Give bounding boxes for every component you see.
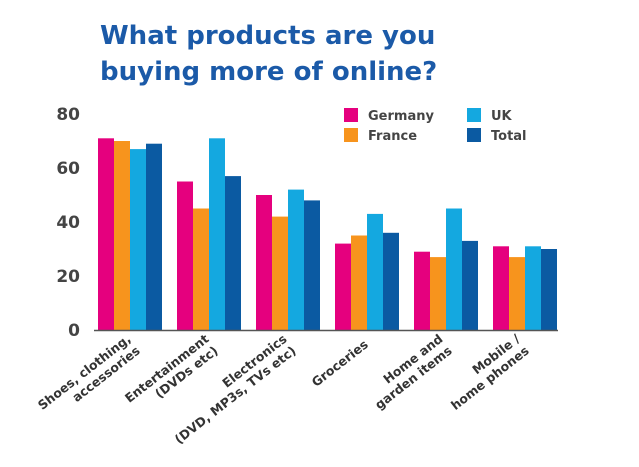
bar-germany-1: [177, 181, 193, 330]
bar-france-5: [509, 257, 525, 330]
bar-germany-3: [335, 243, 351, 330]
y-tick-label: 0: [68, 321, 80, 341]
y-tick-label: 40: [56, 213, 80, 233]
legend-swatch-total: [467, 128, 481, 142]
legend-swatch-germany: [344, 108, 358, 122]
bar-france-1: [193, 208, 209, 330]
legend-swatch-france: [344, 128, 358, 142]
bar-uk-1: [209, 138, 225, 330]
category-label: Mobile /home phones: [439, 331, 532, 413]
chart-title: What products are you buying more of onl…: [100, 18, 520, 90]
bar-total-3: [383, 232, 399, 330]
y-tick-label: 60: [56, 159, 80, 179]
y-tick-label: 80: [56, 105, 80, 125]
bar-uk-3: [367, 213, 383, 330]
bar-total-4: [462, 240, 478, 330]
bar-total-0: [146, 143, 162, 330]
bar-uk-0: [130, 149, 146, 330]
bar-france-2: [272, 216, 288, 330]
chart-title-line-1: What products are you: [100, 21, 436, 51]
bar-uk-5: [525, 246, 541, 330]
bar-total-5: [541, 249, 557, 330]
chart-title-line-2: buying more of online?: [100, 57, 438, 87]
category-label: Groceries: [309, 337, 371, 390]
bar-france-4: [430, 257, 446, 330]
bar-germany-4: [414, 251, 430, 330]
bar-germany-2: [256, 195, 272, 330]
legend-swatch-uk: [467, 108, 481, 122]
legend-label-uk: UK: [491, 109, 513, 124]
category-label: Entertainment(DVDs etc): [122, 331, 221, 417]
legend-label-germany: Germany: [368, 109, 434, 124]
category-label-line: Groceries: [309, 337, 371, 390]
bar-total-2: [304, 200, 320, 330]
legend-label-france: France: [368, 129, 417, 144]
bar-france-3: [351, 235, 367, 330]
bar-germany-0: [98, 138, 114, 330]
y-tick-label: 20: [56, 267, 80, 287]
bar-germany-5: [493, 246, 509, 330]
legend-label-total: Total: [491, 129, 527, 144]
bar-france-0: [114, 141, 130, 330]
category-label: Home andgarden items: [363, 331, 455, 412]
bar-uk-4: [446, 208, 462, 330]
bar-total-1: [225, 176, 241, 330]
category-label: Shoes, clothing,accessories: [35, 331, 143, 425]
bar-uk-2: [288, 189, 304, 330]
